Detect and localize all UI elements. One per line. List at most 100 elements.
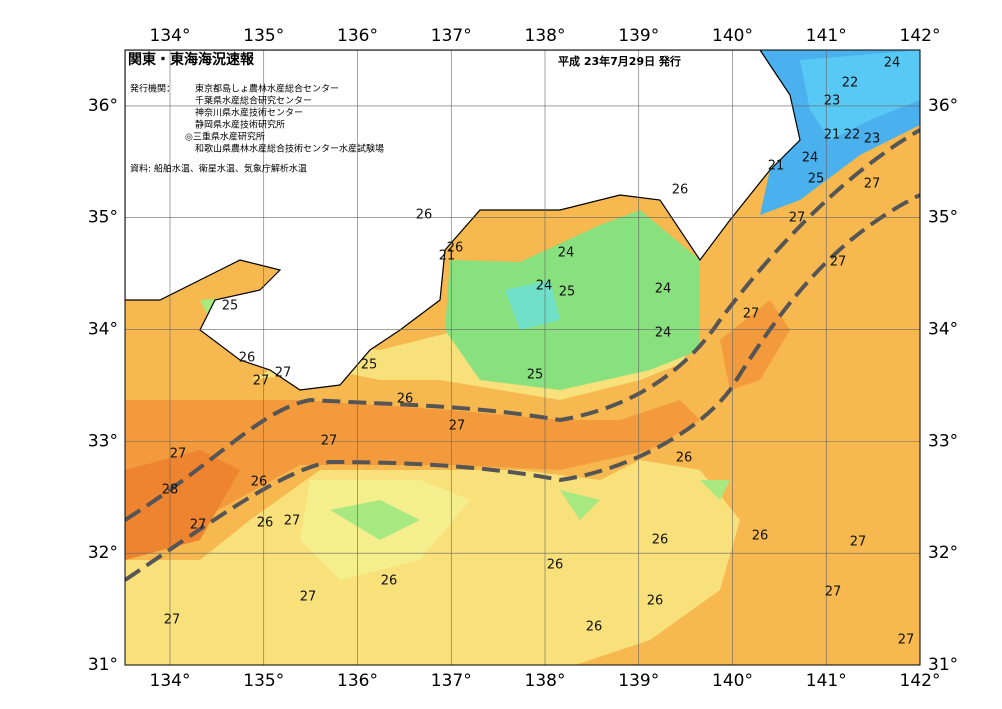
lat-tick-label: 32° <box>928 543 958 563</box>
contour-label: 27 <box>164 613 181 628</box>
issuer: ◎三重県水産研究所 <box>185 131 265 143</box>
warm-patch <box>720 300 790 390</box>
contour-label: 26 <box>397 392 414 407</box>
contour-label: 26 <box>652 533 669 548</box>
contour-label: 26 <box>447 241 464 256</box>
lon-tick-label: 137° <box>431 671 472 691</box>
contour-label: 26 <box>239 351 256 366</box>
contour-label: 24 <box>884 56 901 71</box>
contour-label: 27 <box>449 419 466 434</box>
contour-label: 21 <box>824 128 841 143</box>
contour-label: 26 <box>647 594 664 609</box>
lon-tick-label: 139° <box>618 26 659 46</box>
warm-core <box>125 450 240 560</box>
contour-label: 21 <box>768 159 785 174</box>
lon-tick-label: 134° <box>150 671 191 691</box>
lon-tick-label: 140° <box>712 671 753 691</box>
contour-label: 22 <box>844 128 861 143</box>
issuer: 東京都島しょ農林水産総合センター <box>195 83 339 95</box>
issuer: 静岡県水産技術研究所 <box>195 119 285 131</box>
lon-tick-label: 140° <box>712 26 753 46</box>
lon-tick-label: 137° <box>431 26 472 46</box>
lat-tick-label: 31° <box>88 655 118 675</box>
contour-label: 27 <box>864 177 881 192</box>
lon-tick-label: 141° <box>806 671 847 691</box>
issuer: 和歌山県農林水産総合技術センター水産試験場 <box>195 143 384 155</box>
lon-tick-label: 138° <box>525 671 566 691</box>
lon-tick-label: 136° <box>337 671 378 691</box>
lon-tick-label: 134° <box>150 26 191 46</box>
contour-label: 23 <box>824 94 841 109</box>
lat-tick-label: 33° <box>928 431 958 451</box>
contour-label: 25 <box>361 358 378 373</box>
temperature-field <box>125 50 920 665</box>
source: 資料: 船舶水温、衛星水温、気象庁解析水温 <box>130 163 307 175</box>
contour-label: 27 <box>850 535 867 550</box>
contour-label: 25 <box>222 299 239 314</box>
contour-label: 26 <box>676 451 693 466</box>
contour-label: 26 <box>251 475 268 490</box>
frame <box>124 49 921 666</box>
contour-label: 27 <box>898 633 915 648</box>
contour-label: 27 <box>789 211 806 226</box>
contour-label: 26 <box>381 574 398 589</box>
cold-core <box>800 50 920 140</box>
contour-label: 24 <box>655 282 672 297</box>
contour-labels: 24 22 23 21 22 23 21 24 25 27 26 27 26 2… <box>162 56 915 648</box>
contour-label: 28 <box>162 483 179 498</box>
lat-tick-label: 35° <box>928 208 958 228</box>
lat-tick-label: 36° <box>928 96 958 116</box>
aqua-area <box>505 280 560 330</box>
green-patch <box>330 480 730 540</box>
contour-label: 27 <box>321 434 338 449</box>
contour-label: 21 <box>439 249 456 264</box>
kuroshio-south <box>125 193 920 582</box>
lon-tick-label: 136° <box>337 26 378 46</box>
lon-tick-label: 139° <box>618 671 659 691</box>
lon-tick-label: 141° <box>806 26 847 46</box>
title: 関東・東海海況速報 <box>128 51 255 68</box>
contour-label: 25 <box>527 368 544 383</box>
contour-label: 24 <box>558 246 575 261</box>
contour-label: 23 <box>864 132 881 147</box>
contour-label: 26 <box>257 516 274 531</box>
lon-tick-label: 142° <box>900 671 941 691</box>
contour-label: 27 <box>170 447 187 462</box>
contour-label: 27 <box>253 374 270 389</box>
contour-label: 27 <box>300 590 317 605</box>
issuer: 千葉県水産総合研究センター <box>195 95 312 107</box>
contour-label: 27 <box>275 366 292 381</box>
contour-label: 27 <box>743 307 760 322</box>
lat-tick-label: 36° <box>88 96 118 116</box>
contour-label: 27 <box>284 514 301 529</box>
lat-tick-label: 33° <box>88 431 118 451</box>
issuer: 神奈川県水産技術センター <box>195 107 303 119</box>
green-area <box>445 210 700 390</box>
lat-tick-label: 34° <box>928 320 958 340</box>
date: 平成 23年7月29日 発行 <box>558 54 681 68</box>
contour-label: 26 <box>586 620 603 635</box>
contour-label: 24 <box>655 326 672 341</box>
lon-tick-label: 142° <box>900 26 941 46</box>
lat-tick-label: 32° <box>88 543 118 563</box>
warm-band <box>125 400 700 560</box>
land <box>125 50 801 391</box>
lat-tick-label: 31° <box>928 655 958 675</box>
issuers-label: 発行機関： <box>130 83 175 95</box>
lon-tick-label: 135° <box>243 671 284 691</box>
contour-label: 26 <box>672 183 689 198</box>
lon-tick-label: 138° <box>525 26 566 46</box>
contour-label: 27 <box>830 255 847 270</box>
kuroshio-north <box>125 128 920 522</box>
lat-tick-label: 35° <box>88 208 118 228</box>
contour-label: 25 <box>559 285 576 300</box>
lat-tick-label: 34° <box>88 320 118 340</box>
contour-label: 27 <box>190 518 207 533</box>
contour-label: 25 <box>808 172 825 187</box>
contour-label: 26 <box>416 208 433 223</box>
contour-label: 27 <box>825 585 842 600</box>
contour-label: 26 <box>547 558 564 573</box>
lon-tick-label: 135° <box>243 26 284 46</box>
contour-label: 24 <box>802 151 819 166</box>
